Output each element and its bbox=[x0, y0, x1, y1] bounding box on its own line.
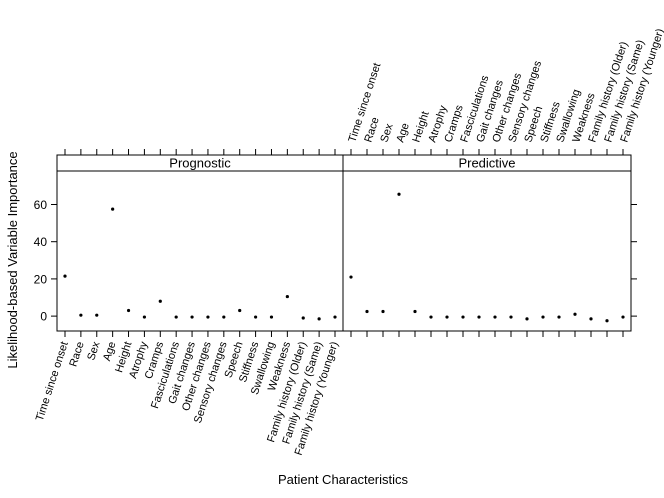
point-predictive-stiffness bbox=[541, 315, 545, 319]
ytick-label: 20 bbox=[34, 272, 48, 286]
xtick-label-top-age: Age bbox=[394, 122, 411, 144]
point-prognostic-race bbox=[79, 313, 83, 317]
point-prognostic-family-history-younger bbox=[333, 315, 337, 319]
ytick-label: 0 bbox=[40, 310, 47, 324]
point-prognostic-age bbox=[111, 207, 115, 211]
predictive-frame bbox=[342, 154, 632, 332]
xtick-label-bottom-sex: Sex bbox=[85, 340, 102, 362]
point-predictive-family-history-older bbox=[589, 317, 593, 321]
point-prognostic-speech bbox=[238, 308, 242, 313]
prognostic-strip-label: Prognostic bbox=[169, 156, 231, 171]
point-prognostic-stiffness bbox=[253, 315, 258, 319]
point-predictive-weakness bbox=[573, 312, 577, 316]
data-points bbox=[63, 192, 625, 323]
point-predictive-family-history-younger bbox=[621, 315, 625, 319]
ytick-label: 60 bbox=[34, 198, 48, 212]
point-prognostic-swallowing bbox=[269, 315, 274, 319]
point-prognostic-time-since-onset bbox=[63, 274, 67, 278]
point-prognostic-weakness bbox=[285, 294, 289, 299]
point-predictive-sensory-changes bbox=[509, 315, 513, 319]
point-prognostic-sex bbox=[95, 313, 99, 317]
x-axis-label: Patient Characteristics bbox=[278, 472, 409, 487]
point-predictive-other-changes bbox=[493, 315, 497, 319]
ytick-label: 40 bbox=[34, 235, 48, 249]
point-prognostic-height bbox=[126, 308, 131, 313]
xtick-label-bottom-age: Age bbox=[101, 340, 118, 362]
prognostic-frame bbox=[56, 154, 344, 332]
point-predictive-height bbox=[413, 309, 417, 314]
x-axis-bottom: Time since onsetRaceSexAgeHeightAtrophyC… bbox=[34, 331, 624, 457]
prognostic-panel: Prognostic bbox=[56, 154, 344, 332]
predictive-strip-label: Predictive bbox=[458, 156, 515, 171]
point-prognostic-fasciculations bbox=[174, 315, 178, 319]
point-predictive-family-history-same bbox=[605, 319, 609, 323]
y-axis: 0 20 40 60 bbox=[34, 198, 637, 324]
point-predictive-time-since-onset bbox=[349, 275, 353, 279]
point-prognostic-family-history-same bbox=[317, 317, 321, 321]
x-axis-top: Time since onsetRaceSexAgeHeightAtrophyC… bbox=[64, 27, 664, 155]
point-prognostic-family-history-older bbox=[301, 316, 305, 320]
point-predictive-sex bbox=[381, 309, 385, 314]
point-predictive-age bbox=[397, 192, 401, 196]
point-predictive-speech bbox=[525, 317, 529, 321]
xtick-label-top-sex: Sex bbox=[378, 122, 395, 144]
point-prognostic-other-changes bbox=[206, 315, 210, 319]
point-prognostic-cramps bbox=[158, 299, 162, 303]
point-predictive-fasciculations bbox=[461, 315, 465, 319]
point-predictive-race bbox=[365, 309, 369, 314]
point-prognostic-atrophy bbox=[142, 315, 147, 319]
point-predictive-swallowing bbox=[557, 315, 561, 319]
point-predictive-atrophy bbox=[429, 315, 433, 319]
point-prognostic-sensory-changes bbox=[222, 315, 226, 319]
predictive-panel: Predictive bbox=[342, 154, 632, 332]
point-predictive-cramps bbox=[445, 315, 449, 319]
y-axis-label: Likelihood-based Variable Importance bbox=[5, 151, 20, 368]
point-prognostic-gait-changes bbox=[190, 315, 194, 319]
point-predictive-gait-changes bbox=[477, 315, 481, 319]
xtick-label-bottom-time-since-onset: Time since onset bbox=[34, 340, 71, 422]
